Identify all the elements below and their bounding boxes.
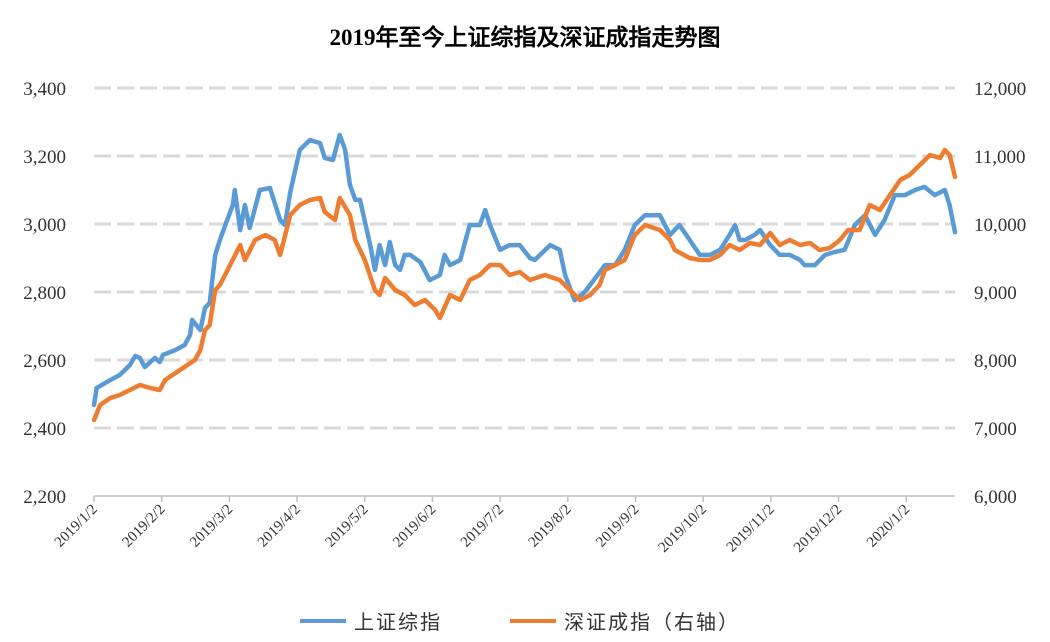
y-right-tick-label: 11,000: [974, 147, 1026, 168]
legend: 上证综指 深证成指（右轴）: [0, 606, 1050, 636]
y-right-tick-label: 6,000: [974, 487, 1017, 508]
x-tick-label: 2019/11/2: [724, 502, 778, 556]
y-right-tick-label: 10,000: [974, 215, 1026, 236]
y-left-tick-label: 2,200: [23, 487, 66, 508]
y-left-tick-label: 3,000: [23, 215, 66, 236]
y-left-tick-label: 2,400: [23, 419, 66, 440]
legend-swatch-blue: [300, 618, 346, 623]
x-tick-label: 2019/7/2: [458, 502, 507, 551]
chart-title: 2019年至今上证综指及深证成指走势图: [329, 25, 721, 50]
y-left-tick-label: 2,600: [23, 351, 66, 372]
legend-swatch-orange: [510, 618, 556, 623]
y-right-tick-label: 9,000: [974, 283, 1017, 304]
x-tick-label: 2019/4/2: [255, 502, 304, 551]
legend-label: 上证综指: [354, 612, 442, 634]
x-tick-label: 2019/10/2: [656, 502, 710, 556]
x-tick-label: 2019/3/2: [187, 502, 236, 551]
x-tick-label: 2019/12/2: [791, 502, 845, 556]
x-tick-label: 2020/1/2: [864, 502, 913, 551]
y-right-tick-label: 8,000: [974, 351, 1017, 372]
legend-item-shenzhen: 深证成指（右轴）: [510, 606, 740, 635]
series-line-shenzhen-component: [91, 147, 958, 423]
x-tick-label: 2019/1/2: [52, 502, 101, 551]
legend-item-shanghai: 上证综指: [300, 606, 442, 635]
series-line-shanghai-composite: [91, 132, 958, 408]
legend-label: 深证成指（右轴）: [564, 612, 740, 634]
x-tick-label: 2019/6/2: [390, 502, 439, 551]
x-tick-label: 2019/2/2: [119, 502, 168, 551]
y-left-tick-label: 3,400: [23, 79, 66, 100]
gridlines: [94, 86, 955, 430]
y-right-tick-label: 7,000: [974, 419, 1017, 440]
y-right-tick-label: 12,000: [974, 79, 1026, 100]
x-tick-label: 2019/9/2: [593, 502, 642, 551]
y-left-tick-label: 3,200: [23, 147, 66, 168]
x-tick-label: 2019/8/2: [526, 502, 575, 551]
axes: 2,200 6,000 2,400 7,000 2,600 8,000 2,800 9,000…: [23, 79, 1026, 556]
y-left-tick-label: 2,800: [23, 283, 66, 304]
x-tick-label: 2019/5/2: [323, 502, 372, 551]
series-lines: [91, 132, 958, 423]
